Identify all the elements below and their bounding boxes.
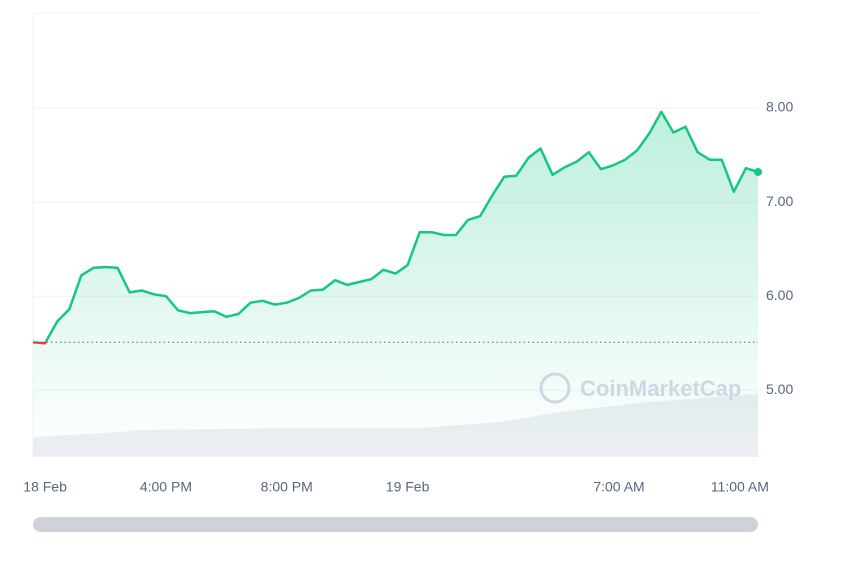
x-tick-label: 11:00 AM [711, 479, 769, 495]
watermark-logo [539, 372, 571, 404]
x-tick-label: 7:00 AM [593, 479, 644, 495]
y-tick-label: 8.00 [766, 99, 793, 115]
y-tick-label: 5.00 [766, 381, 793, 397]
last-point [754, 167, 762, 176]
x-tick-label: 19 Feb [386, 479, 430, 495]
watermark: CoinMarketCap [539, 372, 741, 404]
scrollbar[interactable] [33, 517, 758, 532]
x-tick-label: 4:00 PM [140, 479, 192, 495]
x-tick-label: 18 Feb [23, 479, 67, 495]
price-area [33, 111, 758, 458]
x-tick-label: 8:00 PM [261, 479, 313, 495]
y-tick-label: 7.00 [766, 193, 793, 209]
price-line [32, 110, 759, 345]
y-tick-label: 6.00 [766, 287, 793, 303]
watermark-text: CoinMarketCap [580, 376, 741, 401]
